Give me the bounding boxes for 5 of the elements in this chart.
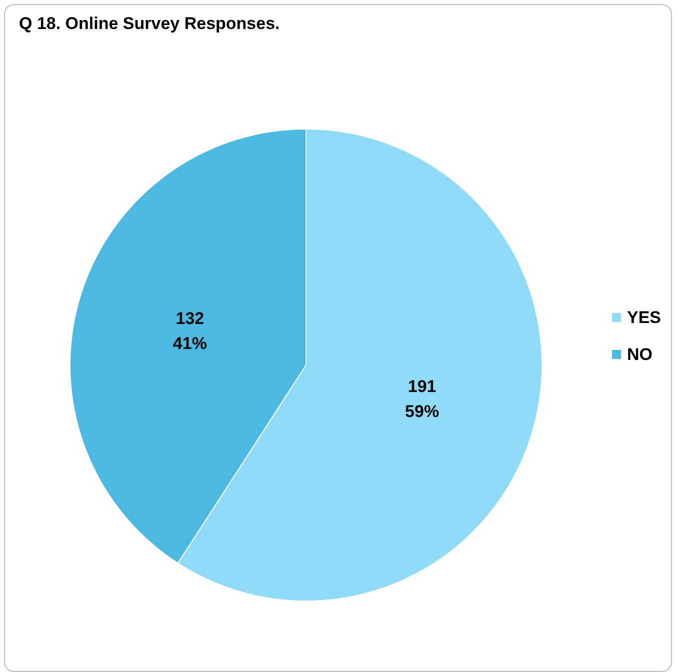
data-label: 191 59% (405, 377, 440, 422)
chart-title: Q 18. Online Survey Responses. (19, 14, 280, 33)
legend-label: NO (626, 345, 652, 364)
legend-label: YES (626, 308, 662, 327)
data-label: 132 41% (172, 308, 207, 353)
